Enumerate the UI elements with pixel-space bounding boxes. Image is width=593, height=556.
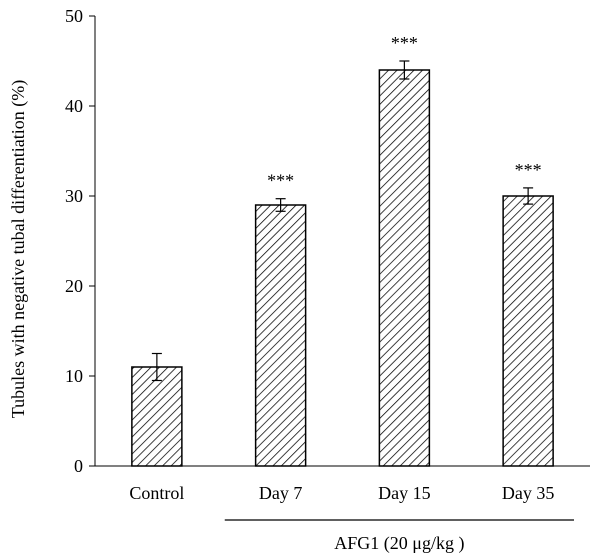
x-tick-label: Control — [129, 483, 184, 503]
y-tick-label: 10 — [65, 366, 83, 386]
y-tick-label: 30 — [65, 186, 83, 206]
group-bracket-label: AFG1 (20 μg/kg ) — [334, 533, 464, 554]
y-axis-title: Tubules with negative tubal differentiat… — [8, 80, 29, 418]
x-tick-label: Day 15 — [378, 483, 431, 503]
x-tick-label: Day 35 — [502, 483, 555, 503]
bar-day-35 — [502, 195, 554, 467]
x-tick-label: Day 7 — [259, 483, 303, 503]
bar-day-15 — [378, 69, 431, 467]
significance-marker: *** — [391, 33, 418, 53]
significance-marker: *** — [515, 160, 542, 180]
significance-marker: *** — [267, 171, 294, 191]
y-tick-label: 50 — [65, 6, 83, 26]
y-tick-label: 40 — [65, 96, 83, 116]
bar-control — [131, 366, 183, 467]
y-tick-label: 20 — [65, 276, 83, 296]
bar-day-7 — [254, 204, 307, 467]
y-tick-label: 0 — [74, 456, 83, 476]
